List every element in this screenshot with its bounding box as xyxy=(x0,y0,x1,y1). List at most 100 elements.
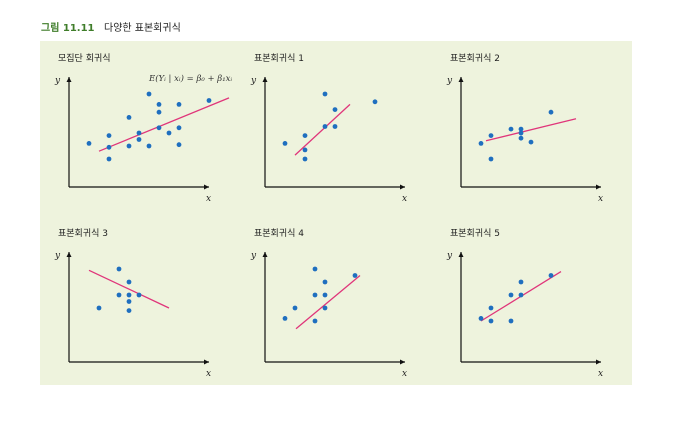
data-point xyxy=(126,143,132,149)
subplot-title: 표본회귀식 5 xyxy=(450,228,500,239)
data-point xyxy=(508,126,514,132)
x-axis-arrow xyxy=(400,184,405,190)
data-point xyxy=(478,141,484,146)
y-axis-arrow xyxy=(458,77,464,82)
subplot-6: 표본회귀식 5 y x xyxy=(446,228,603,379)
y-axis-label: y xyxy=(54,251,61,261)
y-axis-label: y xyxy=(54,76,61,86)
x-axis-label: x xyxy=(402,194,407,204)
data-point xyxy=(146,91,152,97)
subplot-title: 모집단 회귀식 xyxy=(58,52,111,64)
data-point xyxy=(126,299,132,304)
data-point xyxy=(106,144,112,150)
data-point xyxy=(312,292,318,298)
data-point xyxy=(478,316,484,321)
x-axis-label: x xyxy=(598,194,603,204)
data-point xyxy=(156,125,162,131)
data-point xyxy=(518,130,524,136)
data-point xyxy=(322,279,328,285)
subplot-title: 표본회귀식 2 xyxy=(450,53,500,64)
regression-line xyxy=(294,103,351,156)
data-point xyxy=(488,133,494,139)
data-point xyxy=(332,107,338,112)
data-point xyxy=(518,292,524,298)
data-point xyxy=(488,156,494,162)
x-axis-arrow xyxy=(596,184,601,190)
data-point xyxy=(116,266,122,272)
data-point xyxy=(96,305,102,311)
data-point xyxy=(508,318,514,324)
data-point xyxy=(166,130,172,136)
data-point xyxy=(352,273,358,278)
regression-line xyxy=(485,118,577,142)
data-point xyxy=(176,125,182,131)
data-point xyxy=(282,316,288,321)
y-axis-label: y xyxy=(446,251,453,261)
data-point xyxy=(176,142,182,148)
y-axis-arrow xyxy=(262,252,268,257)
data-point xyxy=(136,130,142,136)
figure-number: 그림 11.11 xyxy=(41,23,95,34)
data-point xyxy=(548,273,554,278)
y-axis-arrow xyxy=(66,77,72,82)
regression-line xyxy=(88,269,170,309)
data-point xyxy=(488,305,494,311)
data-point xyxy=(176,102,182,107)
x-axis-label: x xyxy=(206,369,211,379)
data-point xyxy=(156,102,162,107)
subplot-5: 표본회귀식 4 y x xyxy=(250,228,407,379)
x-axis-label: x xyxy=(598,369,603,379)
data-point xyxy=(302,133,308,139)
figure-caption: 다양한 표본회귀식 xyxy=(104,23,181,34)
data-point xyxy=(126,308,132,313)
x-axis-arrow xyxy=(596,359,601,365)
subplot-1: 모집단 회귀식 y x E(Yᵢ | xᵢ) = β₀ + β₁xᵢ xyxy=(54,52,232,204)
regression-line xyxy=(295,275,361,330)
subplot-3: 표본회귀식 2 y x xyxy=(446,53,603,204)
figure-panel xyxy=(40,41,632,385)
data-point xyxy=(116,292,122,298)
figure-title: 그림 11.11 다양한 표본회귀식 xyxy=(41,19,181,34)
data-point xyxy=(528,139,534,145)
data-point xyxy=(126,115,132,120)
data-point xyxy=(372,99,378,105)
x-axis-arrow xyxy=(400,359,405,365)
data-point xyxy=(106,133,112,139)
population-equation: E(Yᵢ | xᵢ) = β₀ + β₁xᵢ xyxy=(148,73,232,84)
data-point xyxy=(126,292,132,298)
data-point xyxy=(302,156,308,162)
subplot-4: 표본회귀식 3 y x xyxy=(54,228,211,379)
x-axis-arrow xyxy=(204,184,209,190)
data-point xyxy=(302,147,308,153)
data-point xyxy=(86,141,92,146)
data-point xyxy=(292,305,298,311)
data-point xyxy=(136,137,142,142)
data-point xyxy=(332,124,338,129)
data-point xyxy=(312,266,318,272)
y-axis-label: y xyxy=(250,251,257,261)
data-point xyxy=(136,292,142,298)
y-axis-arrow xyxy=(262,77,268,82)
data-point xyxy=(312,318,318,324)
data-point xyxy=(548,109,554,115)
data-point xyxy=(106,156,112,162)
y-axis-label: y xyxy=(250,76,257,86)
data-point xyxy=(518,135,524,141)
data-point xyxy=(322,124,328,129)
y-axis-arrow xyxy=(458,252,464,257)
y-axis-arrow xyxy=(66,252,72,257)
data-point xyxy=(518,126,524,132)
subplot-title: 표본회귀식 1 xyxy=(254,53,304,64)
subplot-title: 표본회귀식 3 xyxy=(58,228,108,239)
data-point xyxy=(146,143,152,149)
data-point xyxy=(282,141,288,146)
x-axis-label: x xyxy=(402,369,407,379)
subplot-2: 표본회귀식 1 y x xyxy=(250,53,407,204)
x-axis-arrow xyxy=(204,359,209,365)
data-point xyxy=(126,279,132,285)
y-axis-label: y xyxy=(446,76,453,86)
data-point xyxy=(322,305,328,311)
data-point xyxy=(156,109,162,115)
x-axis-label: x xyxy=(206,194,211,204)
data-point xyxy=(488,318,494,324)
